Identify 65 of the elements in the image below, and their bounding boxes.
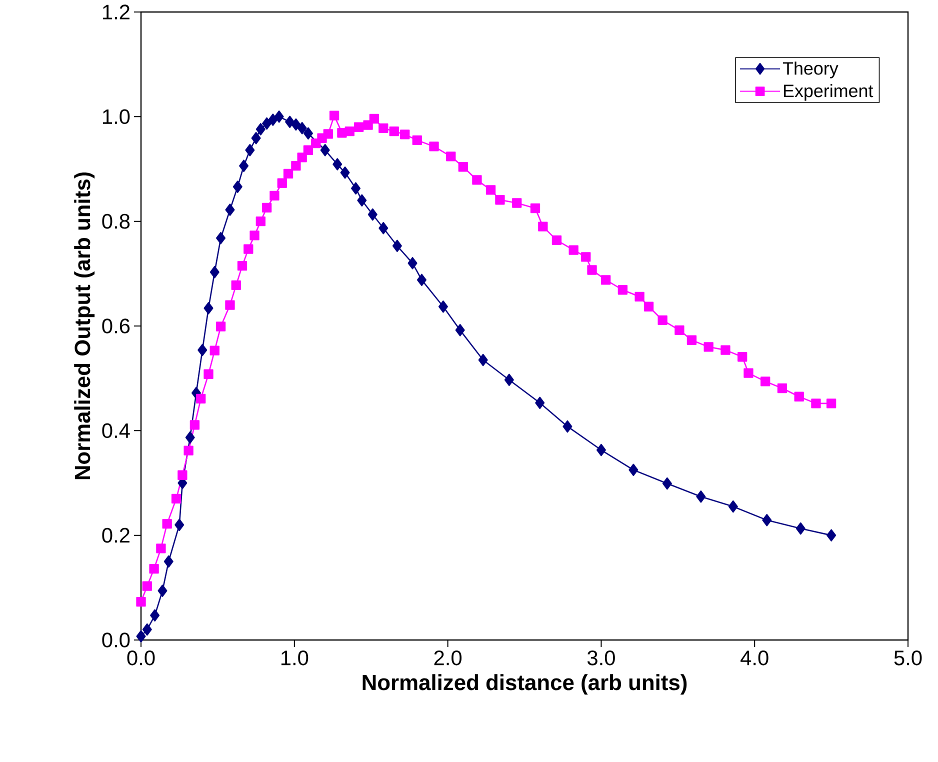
point <box>204 302 214 314</box>
y-tick-label: 1.2 <box>102 4 130 20</box>
x-tick-label: 1.0 <box>281 650 308 666</box>
point <box>368 208 378 221</box>
point <box>340 166 350 179</box>
point <box>142 623 152 636</box>
point <box>210 266 220 278</box>
point <box>174 518 184 531</box>
point <box>478 354 488 366</box>
point <box>216 232 226 244</box>
point <box>378 222 388 234</box>
legend-label: Theory <box>782 62 838 78</box>
point <box>332 158 342 170</box>
point <box>535 396 545 410</box>
x-axis-title: Normalized distance (arb units) <box>362 674 687 695</box>
point <box>303 127 313 140</box>
point <box>285 116 295 128</box>
y-tick-label: 0.0 <box>102 632 130 648</box>
point <box>455 324 465 336</box>
point <box>225 204 235 216</box>
y-tick-label: 0.4 <box>102 423 130 438</box>
point <box>662 477 672 490</box>
point <box>136 630 146 642</box>
point <box>164 555 174 568</box>
y-tick-label: 0.2 <box>102 528 130 543</box>
point <box>320 144 330 156</box>
point <box>628 464 638 476</box>
x-tick-label: 3.0 <box>587 650 615 666</box>
point <box>826 529 836 542</box>
point <box>150 609 160 622</box>
point <box>185 431 195 444</box>
point <box>696 490 706 503</box>
point <box>504 374 514 386</box>
point <box>274 110 284 123</box>
x-tick-label: 0.0 <box>127 650 155 666</box>
point <box>416 274 426 286</box>
point <box>408 257 418 270</box>
point <box>256 123 266 136</box>
point <box>291 118 301 131</box>
point <box>796 522 806 535</box>
x-tick-label: 2.0 <box>434 650 462 666</box>
x-tick-label: 5.0 <box>894 650 922 666</box>
x-tick-label: 4.0 <box>740 650 768 666</box>
point <box>438 300 448 313</box>
point <box>262 117 272 130</box>
point <box>268 114 278 126</box>
y-axis-title: Normalized Output (arb units) <box>74 172 95 480</box>
point <box>357 194 367 207</box>
point <box>762 514 772 526</box>
point <box>297 122 307 134</box>
y-tick-label: 1.0 <box>102 109 130 124</box>
point <box>158 584 168 597</box>
point <box>596 444 606 456</box>
point <box>351 182 361 194</box>
point <box>392 240 402 252</box>
point <box>239 160 249 172</box>
y-tick-label: 0.6 <box>102 318 130 334</box>
point <box>251 132 261 144</box>
point <box>728 500 738 513</box>
point <box>245 144 255 156</box>
point <box>198 344 208 356</box>
point <box>232 180 242 193</box>
point <box>562 420 572 433</box>
legend-label: Experiment <box>784 84 874 101</box>
y-tick-label: 0.8 <box>102 214 130 229</box>
